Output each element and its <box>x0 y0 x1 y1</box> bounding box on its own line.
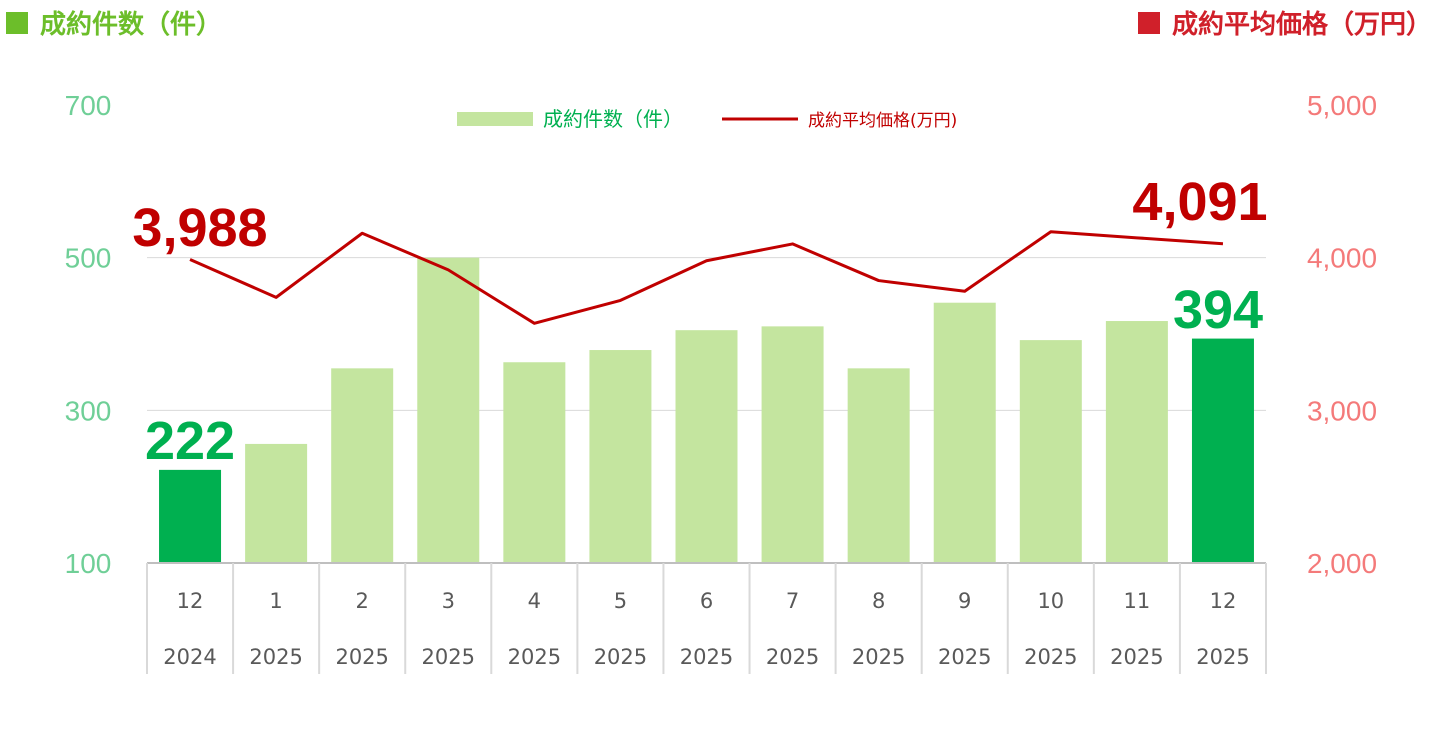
right-axis-tick-label: 4,000 <box>1307 243 1377 274</box>
x-tick-year-label: 2025 <box>508 645 561 669</box>
legend-line-label: 成約平均価格(万円) <box>808 111 957 131</box>
left-axis-tick-label: 700 <box>65 90 112 121</box>
price-line <box>189 230 1224 325</box>
x-tick-month-label: 9 <box>958 589 971 613</box>
bar <box>761 326 824 563</box>
x-tick-month-label: 4 <box>528 589 541 613</box>
x-tick-year-label: 2025 <box>422 645 475 669</box>
x-tick-month-label: 7 <box>786 589 799 613</box>
data-label-count-first: 222 <box>145 411 235 471</box>
legend-bar-label: 成約件数（件） <box>543 107 683 131</box>
left-axis-tick-label: 300 <box>65 395 112 426</box>
left-series-header: 成約件数（件） <box>6 4 222 41</box>
bar <box>675 330 738 563</box>
x-tick-month-label: 6 <box>700 589 713 613</box>
x-tick-year-label: 2025 <box>680 645 733 669</box>
x-tick-year-label: 2025 <box>852 645 905 669</box>
x-tick-year-label: 2025 <box>1196 645 1249 669</box>
green-square-icon <box>6 11 28 34</box>
x-tick-year-label: 2025 <box>766 645 819 669</box>
bar <box>1019 340 1082 563</box>
right-axis-tick-label: 2,000 <box>1307 548 1377 579</box>
x-tick-year-label: 2025 <box>1110 645 1163 669</box>
left-axis-tick-label: 500 <box>65 243 112 274</box>
x-tick-month-label: 5 <box>614 589 627 613</box>
bar <box>245 443 308 563</box>
bar <box>159 469 222 563</box>
right-header-label: 成約平均価格（万円） <box>1171 10 1432 40</box>
right-series-header: 成約平均価格（万円） <box>1137 4 1432 41</box>
data-label-count-last: 394 <box>1173 280 1263 340</box>
bar <box>417 257 480 563</box>
data-label-price-first: 3,988 <box>132 198 267 258</box>
x-tick-month-label: 8 <box>872 589 885 613</box>
legend-bar-swatch <box>457 112 533 126</box>
x-tick-year-label: 2025 <box>938 645 991 669</box>
right-axis-tick-label: 5,000 <box>1307 90 1377 121</box>
x-tick-month-label: 2 <box>356 589 369 613</box>
red-square-icon <box>1137 11 1160 34</box>
x-tick-month-label: 3 <box>442 589 455 613</box>
left-header-label: 成約件数（件） <box>40 10 223 40</box>
bar <box>847 368 910 563</box>
bar <box>1105 321 1168 563</box>
data-label-price-last: 4,091 <box>1132 172 1267 232</box>
x-tick-year-label: 2025 <box>249 645 302 669</box>
bar <box>503 362 566 563</box>
x-tick-month-label: 1 <box>269 589 282 613</box>
x-tick-month-label: 10 <box>1037 589 1064 613</box>
x-tick-month-label: 12 <box>177 589 204 613</box>
x-tick-month-label: 11 <box>1124 589 1151 613</box>
x-tick-year-label: 2024 <box>163 645 216 669</box>
x-tick-year-label: 2025 <box>335 645 388 669</box>
bar <box>331 368 394 563</box>
bar <box>589 350 652 563</box>
left-axis-tick-label: 100 <box>65 548 112 579</box>
x-tick-year-label: 2025 <box>594 645 647 669</box>
right-axis-tick-label: 3,000 <box>1307 395 1377 426</box>
x-tick-month-label: 12 <box>1210 589 1237 613</box>
x-tick-year-label: 2025 <box>1024 645 1077 669</box>
bar <box>933 302 996 563</box>
bar <box>1191 338 1254 563</box>
